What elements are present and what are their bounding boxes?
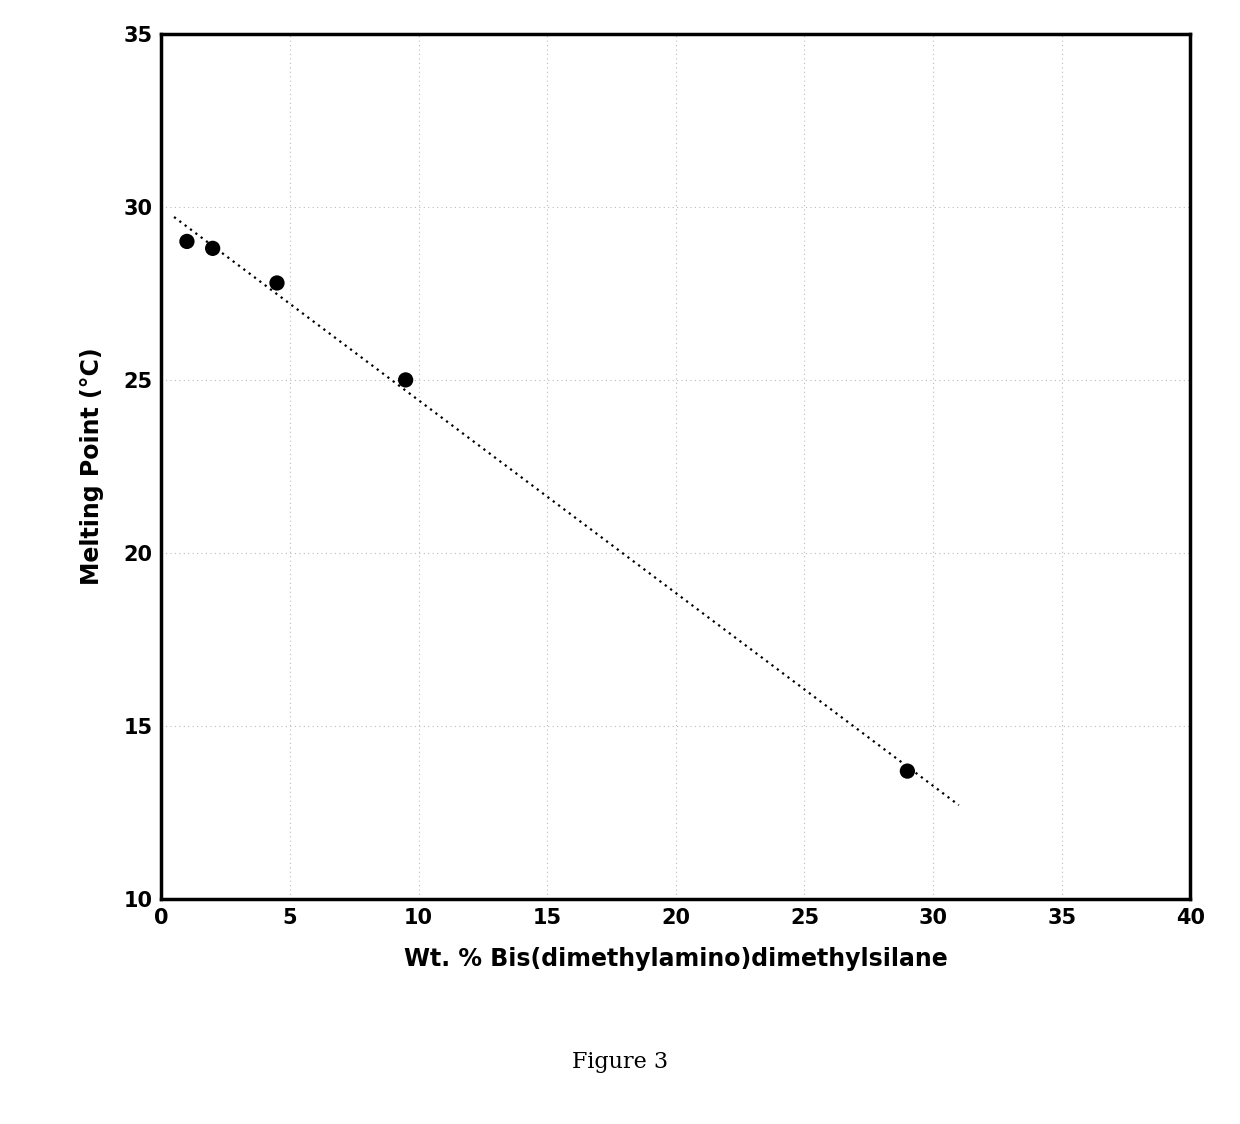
Y-axis label: Melting Point (°C): Melting Point (°C) [81, 347, 104, 586]
Point [396, 371, 415, 389]
Point [267, 274, 286, 292]
Point [203, 239, 223, 257]
Point [898, 762, 918, 780]
X-axis label: Wt. % Bis(dimethylamino)dimethylsilane: Wt. % Bis(dimethylamino)dimethylsilane [404, 948, 947, 971]
Text: Figure 3: Figure 3 [572, 1051, 668, 1073]
Point [177, 233, 197, 251]
